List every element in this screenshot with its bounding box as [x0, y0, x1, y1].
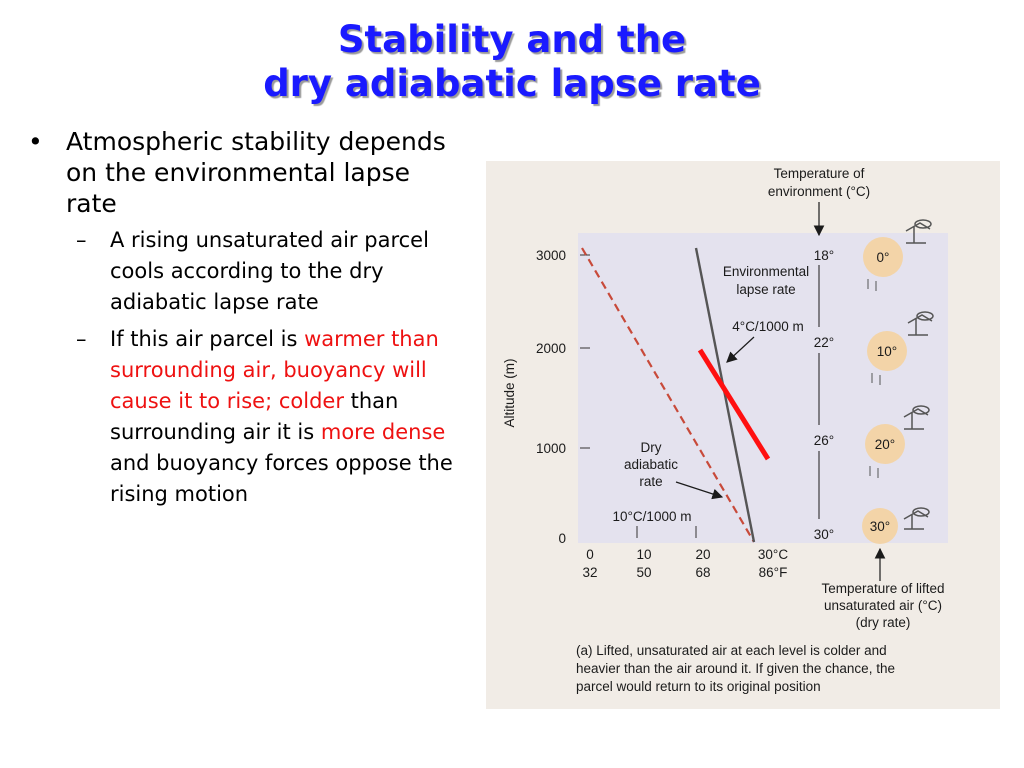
env-temp-label-2: environment (°C): [768, 184, 870, 199]
parcel-temp-20: 20°: [875, 437, 895, 452]
env-temp-label-1: Temperature of: [774, 166, 865, 181]
bullet-dot-icon: •: [28, 127, 43, 156]
sub-bullet-2-highlight-2: more dense: [320, 420, 446, 444]
altitude-0: 0: [558, 531, 566, 546]
lifted-label-2: unsaturated air (°C): [824, 598, 942, 613]
sub-bullet-2-part3: than surrounding air it is: [110, 389, 399, 444]
parcel-circle: [863, 237, 903, 277]
scale-icon: [905, 219, 932, 244]
dash-icon: –: [76, 228, 87, 252]
x-tick-30c: 30°C: [758, 547, 788, 562]
lifted-label-1: Temperature of lifted: [821, 581, 944, 596]
sub-bullet-1-text: A rising unsaturated air parcel cools ac…: [110, 228, 429, 314]
env-temp-18: 18°: [814, 248, 834, 263]
dry-rate-arrow: [675, 481, 724, 500]
title-line-1: Stability and the: [337, 18, 687, 61]
sub-bullet-1: – A rising unsaturated air parcel cools …: [28, 225, 468, 318]
parcel-temp-0: 0°: [877, 250, 890, 265]
dash-icon: –: [76, 327, 87, 351]
sinking-marks-icon: [867, 279, 881, 478]
env-temp-26: 26°: [814, 433, 834, 448]
x-tick-10c: 10: [636, 547, 651, 562]
x-tick-50f: 50: [636, 565, 651, 580]
x-tick-0c: 0: [586, 547, 594, 562]
env-lapse-label-2: lapse rate: [736, 282, 795, 297]
env-rate-label: 4°C/1000 m: [732, 319, 803, 334]
parcel-circle: [862, 508, 898, 544]
bullet-list: • Atmospheric stability depends on the e…: [28, 126, 468, 516]
x-tick-86f: 86°F: [759, 565, 788, 580]
lapse-rate-figure: Temperature of environment (°C) Altitude…: [486, 161, 1000, 709]
altitude-3000: 3000: [536, 248, 566, 263]
env-temp-22: 22°: [814, 335, 834, 350]
caption-line-2: heavier than the air around it. If given…: [576, 661, 895, 676]
parcel-circle: [865, 424, 905, 464]
parcel-temp-30: 30°: [870, 519, 890, 534]
sub-bullet-2-highlight-1: warmer than surrounding air, buoyancy wi…: [110, 327, 439, 413]
environmental-lapse-line: [694, 247, 756, 543]
parcel-temp-10: 10°: [877, 344, 897, 359]
x-tick-20c: 20: [695, 547, 710, 562]
bullet-main-text: Atmospheric stability depends on the env…: [66, 127, 446, 218]
dry-label-3: rate: [639, 474, 662, 489]
parcel-circle: [867, 331, 907, 371]
scale-icon: [903, 405, 930, 430]
x-tick-68f: 68: [695, 565, 710, 580]
caption-line-1: (a) Lifted, unsaturated air at each leve…: [576, 643, 887, 658]
lifted-label-3: (dry rate): [856, 615, 911, 630]
altitude-2000: 2000: [536, 341, 566, 356]
sub-bullet-2-part5: and buoyancy forces oppose the rising mo…: [110, 451, 453, 506]
scale-icon: [903, 507, 930, 530]
dry-rate-label: 10°C/1000 m: [613, 509, 692, 524]
caption-line-3: parcel would return to its original posi…: [576, 679, 821, 694]
dry-adiabatic-line: [581, 247, 755, 543]
x-tick-32f: 32: [582, 565, 597, 580]
altitude-1000: 1000: [536, 441, 566, 456]
env-rate-arrow: [726, 336, 755, 363]
lapse-rate-diagram: Temperature of environment (°C) Altitude…: [502, 166, 948, 694]
slide-title: Stability and the dry adiabatic lapse ra…: [0, 18, 1024, 106]
env-temp-30: 30°: [814, 527, 834, 542]
plot-background: [578, 233, 948, 543]
env-lapse-label-1: Environmental: [723, 264, 809, 279]
title-line-2: dry adiabatic lapse rate: [263, 62, 761, 105]
dry-label-2: adiabatic: [624, 457, 678, 472]
scale-icon: [907, 311, 934, 336]
highlight-red-line: [697, 348, 771, 461]
sub-bullet-list: – A rising unsaturated air parcel cools …: [28, 225, 468, 510]
y-axis-label: Altitude (m): [502, 358, 517, 427]
sub-bullet-2-part1: If this air parcel is: [110, 327, 298, 351]
bullet-main: • Atmospheric stability depends on the e…: [28, 126, 468, 219]
dry-label-1: Dry: [641, 440, 662, 455]
sub-bullet-2: – If this air parcel is warmer than surr…: [28, 324, 468, 510]
